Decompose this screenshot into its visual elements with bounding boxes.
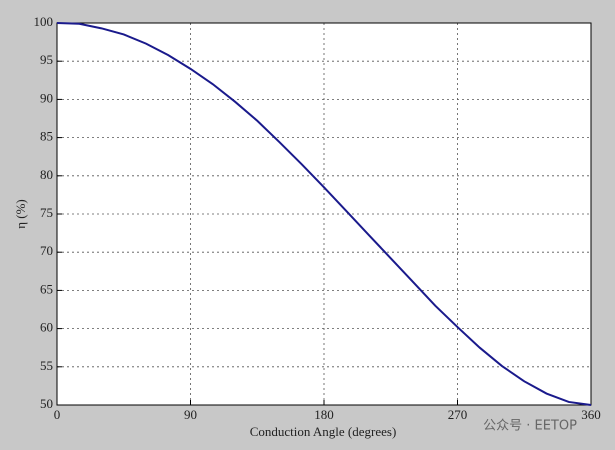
- y-tick-label: 60: [40, 320, 53, 335]
- x-tick-label: 0: [54, 407, 61, 422]
- y-tick-label: 80: [40, 167, 53, 182]
- y-tick-label: 85: [40, 129, 53, 144]
- y-tick-label: 50: [40, 396, 53, 411]
- y-tick-label: 65: [40, 281, 53, 296]
- x-tick-label: 360: [581, 407, 601, 422]
- y-axis-label: η (%): [13, 199, 28, 229]
- y-tick-label: 70: [40, 243, 53, 258]
- x-tick-label: 180: [314, 407, 334, 422]
- y-tick-label: 100: [34, 14, 54, 29]
- watermark: 公众号 · EETOP: [483, 419, 577, 434]
- y-tick-label: 90: [40, 90, 53, 105]
- y-tick-label: 95: [40, 52, 53, 67]
- x-axis-label: Conduction Angle (degrees): [250, 424, 397, 439]
- x-tick-label: 90: [184, 407, 197, 422]
- x-tick-label: 270: [448, 407, 468, 422]
- axes-box: [56, 22, 592, 406]
- data-line: [56, 22, 592, 406]
- y-tick-label: 55: [40, 358, 53, 373]
- y-tick-label: 75: [40, 205, 53, 220]
